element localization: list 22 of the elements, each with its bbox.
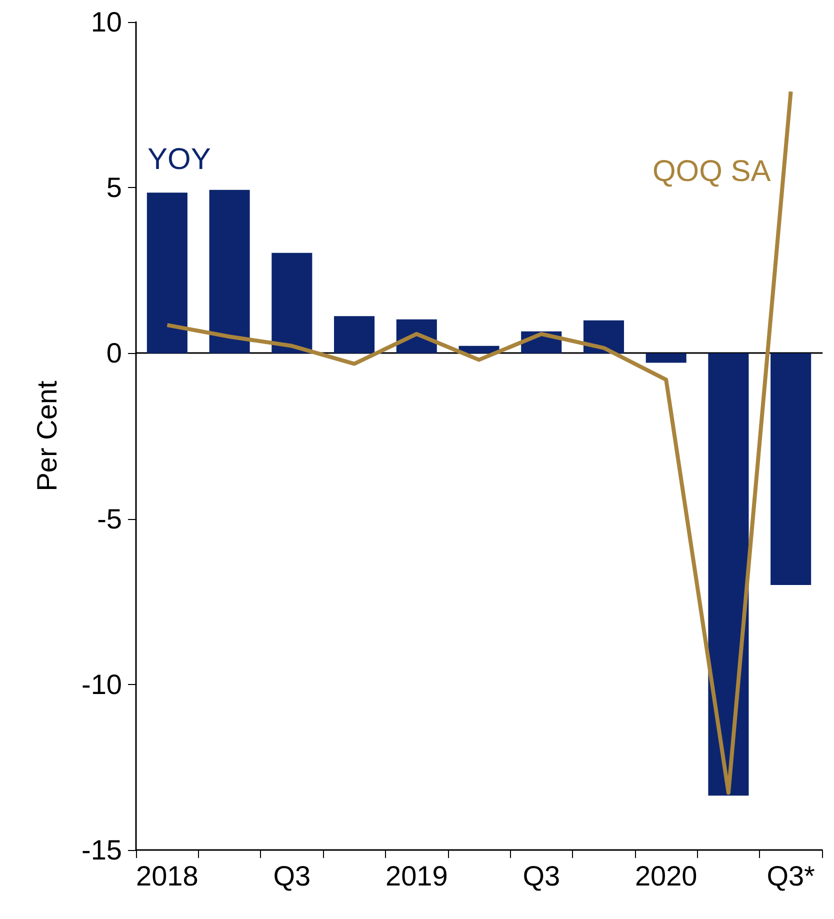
x-tick-label: 2018 — [136, 860, 198, 892]
y-tick-label: -10 — [82, 668, 122, 700]
series-label: YOY — [148, 143, 211, 176]
x-tick-label: Q3* — [766, 860, 816, 892]
bar — [334, 316, 375, 354]
series-label: QOQ SA — [652, 155, 771, 188]
x-tick-label: 2019 — [385, 860, 448, 892]
y-tick-label: -15 — [82, 834, 122, 866]
bar — [146, 192, 188, 354]
x-tick-label: Q3 — [522, 860, 560, 892]
x-tick-label: 2020 — [634, 860, 698, 892]
bar — [770, 353, 812, 586]
bar — [272, 252, 312, 354]
x-tick-label: Q3 — [273, 860, 311, 892]
y-tick-label: -5 — [97, 503, 122, 534]
y-axis-title: Per Cent — [32, 380, 62, 492]
bar — [708, 353, 749, 796]
y-tick-label: 0 — [106, 338, 122, 369]
y-tick-label: 10 — [90, 6, 122, 38]
bar — [209, 190, 250, 354]
bar — [646, 353, 686, 363]
y-tick-label: 5 — [106, 172, 122, 204]
